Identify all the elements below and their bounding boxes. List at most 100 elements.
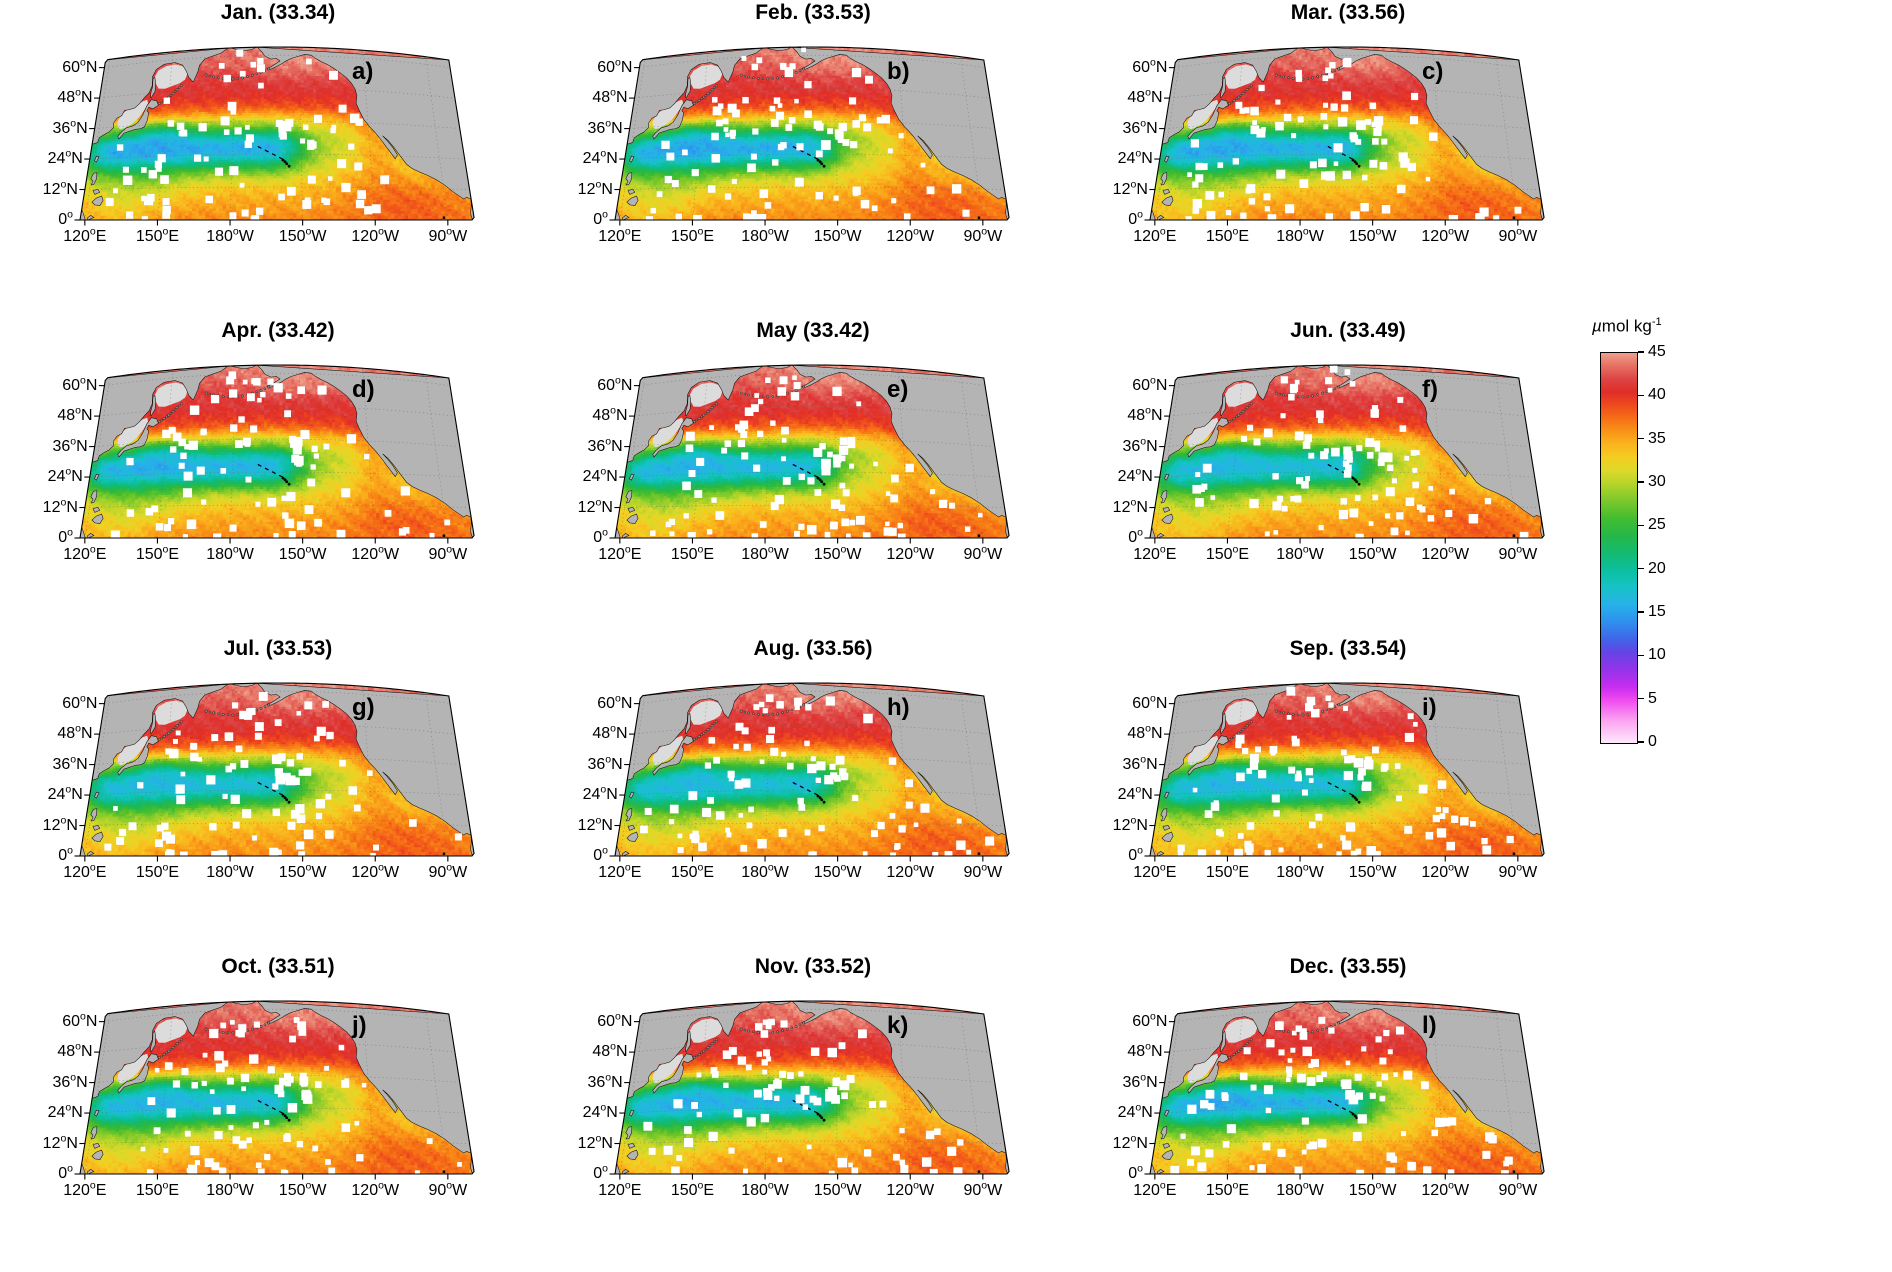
colorbar-gradient — [1600, 352, 1638, 744]
y-tick-label: 48oN — [592, 404, 628, 425]
panel-letter: e) — [887, 376, 909, 403]
y-tick-label: 48oN — [1127, 722, 1163, 743]
x-tick-label: 180oW — [206, 225, 254, 245]
y-tick-label: 60oN — [62, 692, 98, 712]
x-tick-label: 90oW — [428, 543, 468, 563]
y-tick-label: 12oN — [1112, 178, 1148, 198]
colorbar-tick — [1638, 394, 1644, 397]
panel-title: Feb. (33.53) — [755, 1, 871, 24]
panel-aug: Aug. (33.56) h) 60oN 48oN 36oN 24oN 12oN 0o 120o… — [535, 636, 1070, 954]
x-tick-label: 120oE — [63, 225, 107, 245]
y-tick-label: 60oN — [62, 1010, 98, 1030]
x-tick-label: 120oE — [598, 225, 642, 245]
x-tick-label: 150oW — [813, 225, 862, 245]
y-tick-label: 12oN — [42, 814, 78, 834]
y-tick-label: 0o — [1128, 844, 1143, 864]
x-tick-label: 90oW — [1498, 861, 1538, 881]
x-tick-label: 120oW — [1421, 861, 1470, 881]
colorbar-tick-label: 5 — [1648, 689, 1657, 707]
x-tick-label: 90oW — [963, 225, 1003, 245]
panel-dec: Dec. (33.55) l) 60oN 48oN 36oN 24oN 12oN 0o 120o… — [1070, 954, 1605, 1272]
x-tick-label: 120oE — [598, 861, 642, 881]
x-tick-label: 120oW — [351, 1179, 400, 1199]
x-tick-label: 150oW — [813, 543, 862, 563]
x-tick-label: 150oE — [670, 861, 715, 881]
x-tick-label: 90oW — [428, 225, 468, 245]
y-tick-label: 36oN — [587, 117, 623, 137]
x-tick-label: 90oW — [428, 861, 468, 881]
y-tick-label: 36oN — [52, 1071, 88, 1091]
x-tick-label: 150oW — [813, 861, 862, 881]
y-tick-label: 24oN — [1117, 1101, 1153, 1122]
colorbar-tick-label: 20 — [1648, 559, 1666, 577]
x-tick-label: 150oW — [1348, 225, 1397, 245]
y-tick-label: 24oN — [582, 783, 618, 804]
y-tick-label: 60oN — [597, 692, 633, 712]
y-tick-label: 0o — [593, 844, 608, 864]
y-tick-label: 48oN — [1127, 404, 1163, 425]
y-tick-label: 36oN — [587, 435, 623, 455]
x-tick-label: 150oE — [670, 225, 715, 245]
panel-title: May (33.42) — [756, 319, 870, 342]
y-tick-label: 12oN — [1112, 1132, 1148, 1152]
colorbar-tick-label: 0 — [1648, 733, 1657, 750]
x-tick-label: 120oW — [1421, 543, 1470, 563]
y-tick-label: 24oN — [582, 1101, 618, 1122]
y-tick-label: 24oN — [582, 147, 618, 168]
x-tick-label: 180oW — [741, 1179, 789, 1199]
x-tick-label: 180oW — [1276, 861, 1324, 881]
panel-title: Dec. (33.55) — [1289, 955, 1407, 978]
map-canvas — [535, 342, 1070, 628]
y-tick-label: 0o — [593, 526, 608, 546]
panel-title: Oct. (33.51) — [221, 955, 335, 978]
y-tick-label: 12oN — [577, 496, 613, 516]
map-canvas — [0, 342, 535, 628]
panel-title: Mar. (33.56) — [1290, 1, 1406, 24]
x-tick-label: 120oE — [1133, 861, 1177, 881]
y-tick-label: 12oN — [577, 814, 613, 834]
x-tick-label: 180oW — [741, 861, 789, 881]
x-tick-label: 120oE — [598, 543, 642, 563]
x-tick-label: 120oW — [1421, 225, 1470, 245]
x-tick-label: 120oE — [63, 1179, 107, 1199]
x-tick-label: 120oE — [1133, 225, 1177, 245]
panel-sep: Sep. (33.54) i) 60oN 48oN 36oN 24oN 12oN 0o 120o… — [1070, 636, 1605, 954]
x-tick-label: 90oW — [428, 1179, 468, 1199]
x-tick-label: 150oW — [278, 543, 327, 563]
y-tick-label: 36oN — [52, 117, 88, 137]
y-tick-label: 24oN — [47, 465, 83, 486]
y-tick-label: 0o — [1128, 1162, 1143, 1182]
y-tick-label: 60oN — [62, 56, 98, 76]
y-tick-label: 60oN — [1132, 692, 1168, 712]
x-tick-label: 180oW — [1276, 225, 1324, 245]
y-tick-label: 0o — [58, 208, 73, 228]
x-tick-label: 120oW — [886, 861, 935, 881]
panel-letter: d) — [352, 376, 375, 403]
x-tick-label: 120oW — [886, 1179, 935, 1199]
x-tick-label: 150oW — [1348, 861, 1397, 881]
x-tick-label: 150oW — [1348, 1179, 1397, 1199]
x-tick-label: 150oE — [135, 861, 180, 881]
map-canvas — [0, 660, 535, 946]
y-tick-label: 24oN — [1117, 783, 1153, 804]
x-tick-label: 120oW — [886, 543, 935, 563]
y-tick-label: 0o — [58, 1162, 73, 1182]
map-canvas — [535, 24, 1070, 310]
colorbar-tick — [1638, 611, 1644, 613]
y-tick-label: 36oN — [1122, 753, 1158, 773]
y-tick-label: 36oN — [52, 753, 88, 773]
x-tick-label: 150oW — [278, 1179, 327, 1199]
y-tick-label: 36oN — [1122, 435, 1158, 455]
y-tick-label: 36oN — [1122, 1071, 1158, 1091]
panel-jun: Jun. (33.49) f) 60oN 48oN 36oN 24oN 12oN 0o 120o… — [1070, 318, 1605, 636]
colorbar-tick — [1638, 481, 1644, 483]
x-tick-label: 120oE — [63, 543, 107, 563]
y-tick-label: 48oN — [592, 1040, 628, 1061]
panel-letter: j) — [352, 1012, 367, 1039]
map-canvas — [535, 978, 1070, 1264]
map-canvas — [0, 978, 535, 1264]
y-tick-label: 36oN — [587, 753, 623, 773]
x-tick-label: 120oW — [886, 225, 935, 245]
panel-feb: Feb. (33.53) b) 60oN 48oN 36oN 24oN 12oN 0o 120o… — [535, 0, 1070, 318]
